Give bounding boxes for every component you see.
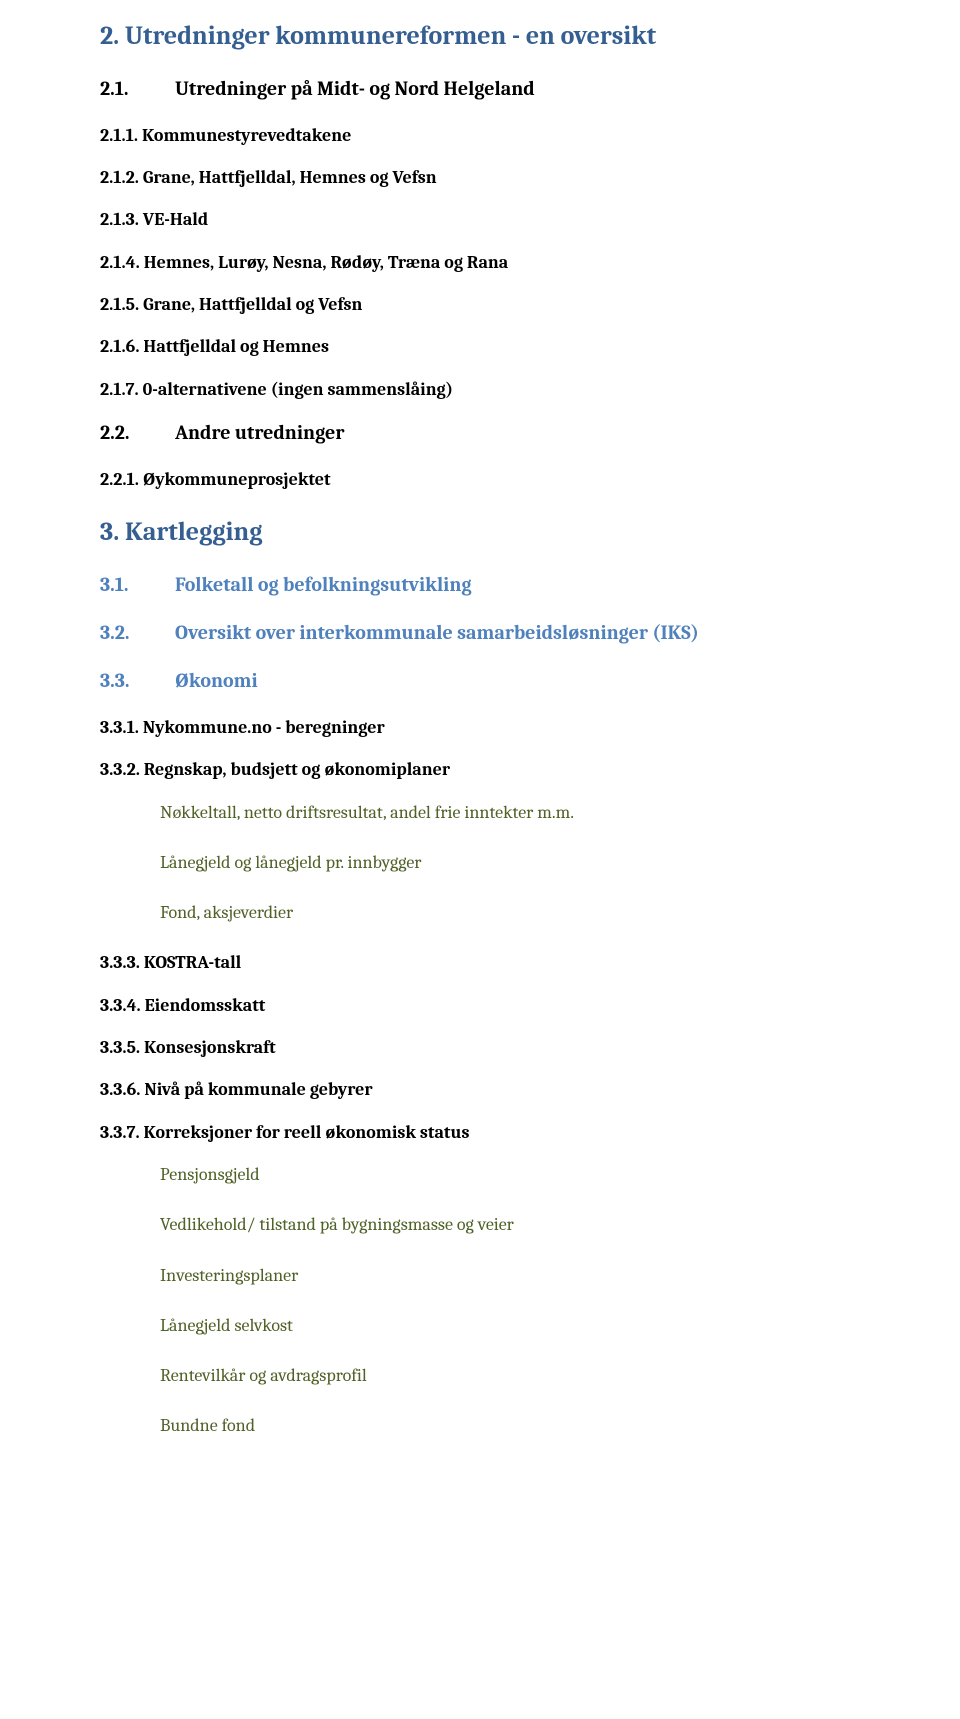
item-2-1-2: 2.1.2. Grane, Hattfjelldal, Hemnes og Ve… (100, 166, 870, 190)
item-2-1-7: 2.1.7. 0-alternativene (ingen sammenslåi… (100, 378, 870, 402)
section-3-1-title: Folketall og befolkningsutvikling (175, 573, 472, 596)
item-3-3-7-line-6: Bundne fond (100, 1414, 870, 1438)
item-2-1-4: 2.1.4. Hemnes, Lurøy, Nesna, Rødøy, Træn… (100, 251, 870, 275)
section-2-heading: 2. Utredninger kommunereformen - en over… (100, 20, 870, 54)
section-3-number: 3. (100, 517, 119, 547)
section-3-heading: 3. Kartlegging (100, 516, 870, 550)
item-3-3-7-line-2: Vedlikehold/ tilstand på bygningsmasse o… (100, 1213, 870, 1237)
section-3-3-title: Økonomi (175, 669, 258, 692)
item-3-3-5: 3.3.5. Konsesjonskraft (100, 1036, 870, 1060)
section-2-2-title: Andre utredninger (175, 421, 344, 444)
section-2-number: 2. (100, 21, 119, 51)
section-2-2-heading: 2.2.Andre utredninger (100, 420, 870, 446)
item-2-1-6: 2.1.6. Hattfjelldal og Hemnes (100, 335, 870, 359)
item-3-3-7: 3.3.7. Korreksjoner for reell økonomisk … (100, 1121, 870, 1145)
section-2-1-number: 2.1. (100, 76, 175, 102)
section-3-2-title: Oversikt over interkommunale samarbeidsl… (175, 621, 699, 644)
section-2-2-number: 2.2. (100, 420, 175, 446)
item-2-1-5: 2.1.5. Grane, Hattfjelldal og Vefsn (100, 293, 870, 317)
item-3-3-2-line-2: Lånegjeld og lånegjeld pr. innbygger (100, 851, 870, 875)
item-3-3-2: 3.3.2. Regnskap, budsjett og økonomiplan… (100, 758, 870, 782)
item-2-1-3: 2.1.3. VE-Hald (100, 208, 870, 232)
section-3-2-number: 3.2. (100, 620, 175, 646)
item-2-1-1: 2.1.1. Kommunestyrevedtakene (100, 124, 870, 148)
item-3-3-1: 3.3.1. Nykommune.no - beregninger (100, 716, 870, 740)
section-3-3-heading: 3.3.Økonomi (100, 668, 870, 694)
item-3-3-3: 3.3.3. KOSTRA-tall (100, 951, 870, 975)
section-2-1-title: Utredninger på Midt- og Nord Helgeland (175, 77, 535, 100)
item-3-3-6: 3.3.6. Nivå på kommunale gebyrer (100, 1078, 870, 1102)
item-3-3-7-line-5: Rentevilkår og avdragsprofil (100, 1364, 870, 1388)
section-3-1-number: 3.1. (100, 572, 175, 598)
item-3-3-2-line-3: Fond, aksjeverdier (100, 901, 870, 925)
section-3-title: Kartlegging (125, 517, 263, 547)
item-3-3-2-line-1: Nøkkeltall, netto driftsresultat, andel … (100, 801, 870, 825)
section-3-1-heading: 3.1.Folketall og befolkningsutvikling (100, 572, 870, 598)
section-3-3-number: 3.3. (100, 668, 175, 694)
item-3-3-7-line-4: Lånegjeld selvkost (100, 1314, 870, 1338)
section-2-title: Utredninger kommunereformen - en oversik… (125, 21, 656, 51)
item-2-2-1: 2.2.1. Øykommuneprosjektet (100, 468, 870, 492)
item-3-3-4: 3.3.4. Eiendomsskatt (100, 994, 870, 1018)
section-2-1-heading: 2.1.Utredninger på Midt- og Nord Helgela… (100, 76, 870, 102)
section-3-2-heading: 3.2.Oversikt over interkommunale samarbe… (100, 620, 870, 646)
item-3-3-7-line-1: Pensjonsgjeld (100, 1163, 870, 1187)
item-3-3-7-line-3: Investeringsplaner (100, 1264, 870, 1288)
